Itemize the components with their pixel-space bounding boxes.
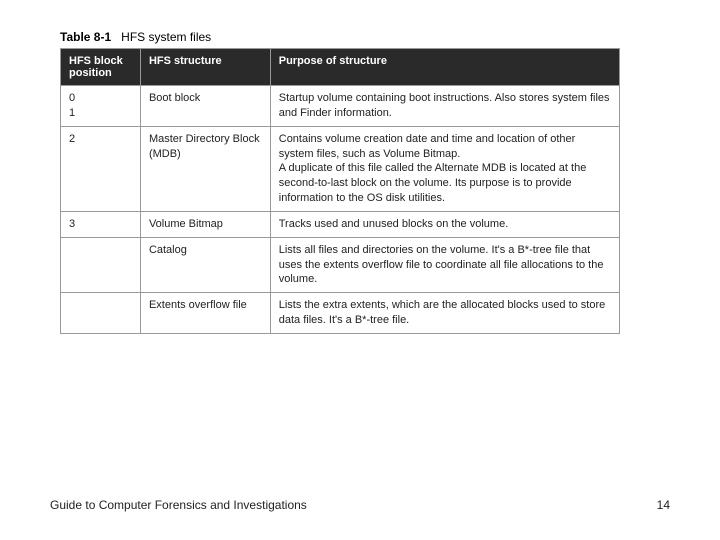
- cell-structure: Boot block: [140, 86, 270, 127]
- table-row: 01 Boot block Startup volume containing …: [61, 86, 620, 127]
- table-caption: Table 8-1 HFS system files: [60, 30, 670, 44]
- caption-title: HFS system files: [121, 30, 211, 44]
- cell-position: 01: [61, 86, 141, 127]
- cell-position: 3: [61, 211, 141, 237]
- cell-structure: Master Directory Block (MDB): [140, 126, 270, 211]
- cell-structure: Catalog: [140, 237, 270, 293]
- col-header-structure: HFS structure: [140, 49, 270, 86]
- hfs-table: HFS block position HFS structure Purpose…: [60, 48, 620, 334]
- col-header-purpose: Purpose of structure: [270, 49, 619, 86]
- table-row: Catalog Lists all files and directories …: [61, 237, 620, 293]
- cell-purpose: Tracks used and unused blocks on the vol…: [270, 211, 619, 237]
- cell-position: [61, 237, 141, 293]
- footer-text: Guide to Computer Forensics and Investig…: [50, 498, 307, 512]
- cell-purpose: Startup volume containing boot instructi…: [270, 86, 619, 127]
- table-row: Extents overflow file Lists the extra ex…: [61, 293, 620, 334]
- cell-purpose: Contains volume creation date and time a…: [270, 126, 619, 211]
- cell-purpose: Lists all files and directories on the v…: [270, 237, 619, 293]
- col-header-position: HFS block position: [61, 49, 141, 86]
- cell-position: [61, 293, 141, 334]
- cell-position: 2: [61, 126, 141, 211]
- caption-prefix: Table 8-1: [60, 30, 111, 44]
- table-row: 3 Volume Bitmap Tracks used and unused b…: [61, 211, 620, 237]
- cell-structure: Volume Bitmap: [140, 211, 270, 237]
- slide-footer: Guide to Computer Forensics and Investig…: [50, 498, 670, 512]
- cell-purpose: Lists the extra extents, which are the a…: [270, 293, 619, 334]
- cell-structure: Extents overflow file: [140, 293, 270, 334]
- table-header-row: HFS block position HFS structure Purpose…: [61, 49, 620, 86]
- page-number: 14: [657, 498, 670, 512]
- slide-content: Table 8-1 HFS system files HFS block pos…: [0, 0, 720, 334]
- table-row: 2 Master Directory Block (MDB) Contains …: [61, 126, 620, 211]
